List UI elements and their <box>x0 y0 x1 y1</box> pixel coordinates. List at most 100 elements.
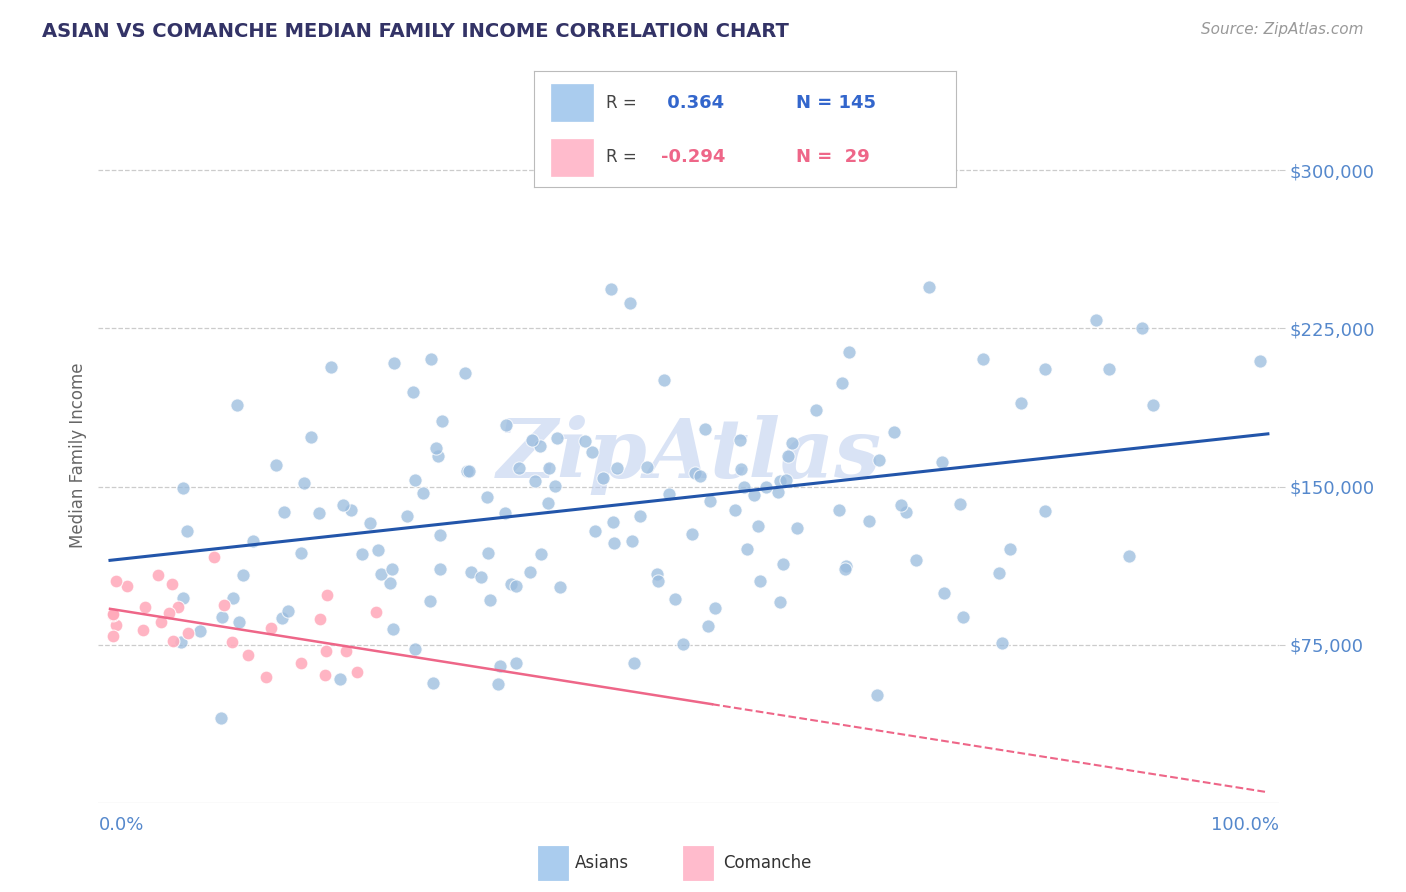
Point <box>647 567 669 582</box>
Point <box>425 441 447 455</box>
Text: 100.0%: 100.0% <box>1212 816 1279 834</box>
Point <box>530 547 553 561</box>
Point <box>620 533 643 548</box>
Point <box>134 599 156 614</box>
Point <box>704 601 727 615</box>
Point <box>242 533 264 548</box>
Point <box>519 565 541 579</box>
Text: ZipAtlas: ZipAtlas <box>496 415 882 495</box>
Point <box>1142 398 1164 412</box>
Point <box>352 547 374 561</box>
Point <box>600 282 623 296</box>
Point <box>381 622 404 636</box>
Point <box>105 618 128 632</box>
Point <box>478 593 501 607</box>
Text: -0.294: -0.294 <box>661 148 725 166</box>
Point <box>315 644 337 658</box>
Point <box>172 481 194 495</box>
Point <box>755 480 778 494</box>
Point <box>277 604 299 618</box>
Point <box>1130 321 1153 335</box>
Point <box>866 689 889 703</box>
Point <box>695 422 717 436</box>
Point <box>225 399 247 413</box>
Point <box>290 657 312 671</box>
Point <box>838 345 860 359</box>
Point <box>546 431 568 445</box>
Point <box>1249 354 1271 368</box>
Point <box>931 455 953 469</box>
Point <box>835 559 858 574</box>
Point <box>581 444 603 458</box>
Point <box>475 490 498 504</box>
Point <box>426 449 449 463</box>
Point <box>429 528 451 542</box>
Point <box>520 434 543 448</box>
Point <box>890 498 912 512</box>
Point <box>166 600 188 615</box>
Point <box>359 516 381 531</box>
Point <box>747 518 769 533</box>
Point <box>603 536 626 550</box>
Point <box>529 440 551 454</box>
Point <box>170 635 193 649</box>
Point <box>574 434 596 449</box>
Point <box>346 665 368 679</box>
Point <box>380 576 402 591</box>
Point <box>488 658 510 673</box>
Point <box>404 473 426 487</box>
Point <box>228 615 250 630</box>
Point <box>1035 362 1057 376</box>
Point <box>329 673 352 687</box>
Point <box>636 459 658 474</box>
Bar <box>537 846 568 880</box>
Point <box>149 615 172 630</box>
Point <box>508 460 530 475</box>
Point <box>523 474 546 488</box>
Point <box>308 612 330 626</box>
Point <box>308 506 330 520</box>
Point <box>494 506 516 520</box>
Point <box>382 356 405 370</box>
Point <box>101 608 124 623</box>
Point <box>952 610 974 624</box>
Point <box>780 436 803 450</box>
Point <box>697 619 720 633</box>
Point <box>420 351 443 366</box>
Point <box>728 434 751 448</box>
Point <box>270 611 292 625</box>
Point <box>775 473 797 487</box>
Point <box>430 414 453 428</box>
Point <box>254 670 277 684</box>
Point <box>477 546 499 560</box>
Point <box>314 667 336 681</box>
Point <box>733 480 755 494</box>
Text: 0.364: 0.364 <box>661 94 724 112</box>
Point <box>404 642 426 657</box>
Point <box>454 366 477 380</box>
Text: N =  29: N = 29 <box>796 148 869 166</box>
Text: Asians: Asians <box>575 854 628 872</box>
Point <box>828 503 851 517</box>
Point <box>681 526 703 541</box>
Point <box>115 579 138 593</box>
Point <box>769 595 792 609</box>
Point <box>299 430 322 444</box>
Point <box>606 461 628 475</box>
Point <box>486 676 509 690</box>
Point <box>858 514 880 528</box>
Point <box>664 591 686 606</box>
Point <box>834 562 856 576</box>
Point <box>772 558 794 572</box>
Point <box>470 570 492 584</box>
Point <box>724 503 747 517</box>
Point <box>949 497 972 511</box>
Point <box>232 567 254 582</box>
Point <box>987 566 1010 581</box>
Point <box>292 475 315 490</box>
Point <box>592 470 614 484</box>
Point <box>917 280 939 294</box>
Point <box>221 635 243 649</box>
Point <box>883 425 905 439</box>
Point <box>148 568 170 582</box>
